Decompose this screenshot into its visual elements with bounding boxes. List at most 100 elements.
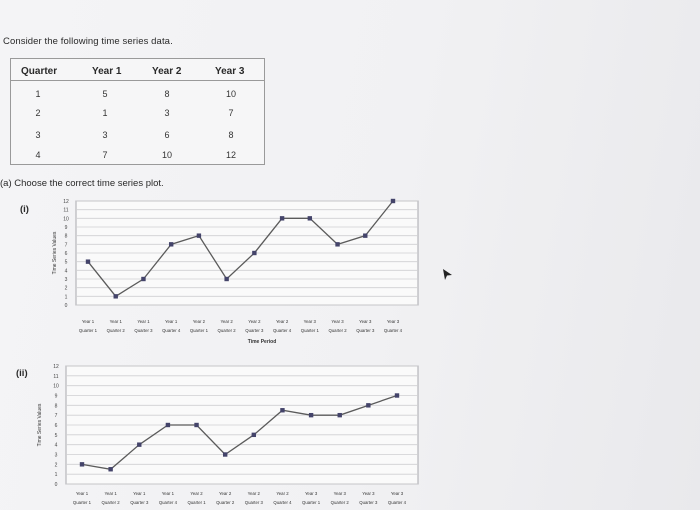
table-cell: 6 — [164, 130, 170, 140]
x-tick-quarter-label: Quarter 4 — [159, 500, 178, 505]
x-tick-year-label: Year 3 — [391, 491, 404, 496]
data-point — [390, 198, 396, 204]
x-tick-quarter-label: Quarter 3 — [134, 328, 153, 333]
table-cell: 3 — [164, 108, 170, 118]
table-cell: 12 — [225, 150, 236, 160]
x-tick-quarter-label: Quarter 2 — [218, 328, 237, 333]
data-point — [366, 403, 371, 408]
y-tick-label: 8 — [65, 234, 68, 240]
y-tick-label: 5 — [55, 433, 58, 439]
option-i-label[interactable]: (i) — [20, 204, 29, 215]
y-tick-label: 5 — [65, 260, 68, 266]
table-cell: 1 — [35, 89, 41, 99]
data-point — [307, 216, 313, 221]
x-tick-year-label: Year 2 — [276, 491, 289, 496]
table-header-divider — [11, 80, 264, 81]
table-cell: 7 — [228, 108, 234, 118]
y-axis-label: Time Series Values — [52, 231, 58, 274]
y-tick-label: 4 — [55, 443, 58, 449]
data-point — [363, 233, 368, 238]
y-tick-label: 0 — [65, 303, 68, 309]
data-point — [85, 259, 91, 264]
table-cell: 8 — [164, 89, 170, 99]
y-tick-label: 6 — [65, 251, 68, 257]
data-point — [335, 242, 340, 247]
y-tick-label: 6 — [55, 423, 58, 429]
x-tick-year-label: Year 2 — [248, 491, 261, 496]
data-point — [224, 276, 229, 282]
table-cell: 4 — [35, 150, 41, 160]
data-point — [196, 233, 202, 238]
y-tick-label: 2 — [65, 286, 68, 292]
data-point — [141, 276, 146, 282]
x-tick-quarter-label: Quarter 3 — [356, 328, 375, 333]
x-tick-quarter-label: Quarter 4 — [384, 328, 403, 333]
x-tick-year-label: Year 1 — [133, 491, 146, 496]
x-tick-quarter-label: Quarter 2 — [216, 500, 235, 505]
x-tick-quarter-label: Quarter 4 — [388, 500, 407, 505]
x-tick-quarter-label: Quarter 1 — [79, 328, 98, 333]
x-tick-quarter-label: Quarter 2 — [107, 328, 126, 333]
x-tick-quarter-label: Quarter 1 — [190, 328, 209, 333]
x-tick-quarter-label: Quarter 1 — [187, 500, 206, 505]
table-header-year-2: Year 2 — [152, 66, 182, 77]
data-point — [394, 393, 400, 398]
x-tick-year-label: Year 2 — [248, 319, 261, 324]
x-tick-year-label: Year 2 — [193, 319, 206, 324]
x-tick-year-label: Year 3 — [305, 491, 318, 496]
x-tick-quarter-label: Quarter 3 — [245, 500, 264, 505]
x-tick-year-label: Year 1 — [105, 491, 118, 496]
y-tick-label: 11 — [53, 374, 58, 380]
table-cell: 3 — [102, 130, 108, 140]
x-tick-quarter-label: Quarter 3 — [130, 500, 149, 505]
x-tick-year-label: Year 3 — [387, 319, 400, 324]
x-axis-label: Time Period — [248, 339, 277, 345]
y-tick-label: 1 — [55, 472, 58, 478]
x-tick-quarter-label: Quarter 1 — [302, 500, 321, 505]
option-ii-label[interactable]: (ii) — [16, 368, 28, 379]
x-tick-year-label: Year 3 — [331, 319, 344, 324]
x-tick-year-label: Year 2 — [276, 319, 289, 324]
data-point — [137, 442, 142, 447]
data-point — [308, 412, 314, 418]
y-tick-label: 10 — [63, 216, 69, 222]
y-tick-label: 3 — [65, 277, 68, 283]
data-point — [108, 467, 113, 472]
x-tick-year-label: Year 3 — [304, 319, 317, 324]
x-tick-year-label: Year 2 — [190, 491, 203, 496]
data-point — [337, 412, 342, 418]
data-point — [222, 452, 228, 457]
y-tick-label: 12 — [63, 199, 69, 205]
x-tick-quarter-label: Quarter 1 — [301, 328, 320, 333]
mouse-cursor-icon — [443, 269, 452, 280]
x-tick-quarter-label: Quarter 4 — [273, 500, 292, 505]
table-cell: 3 — [35, 130, 41, 140]
table-cell: 7 — [102, 150, 108, 160]
data-point — [165, 422, 171, 428]
data-point — [194, 422, 199, 428]
question-prompt: (a) Choose the correct time series plot. — [0, 178, 164, 189]
x-tick-year-label: Year 2 — [221, 319, 234, 324]
y-tick-label: 4 — [65, 268, 68, 274]
x-tick-quarter-label: Quarter 1 — [73, 500, 92, 505]
data-point — [280, 408, 285, 413]
table-header-year-1: Year 1 — [92, 66, 122, 77]
y-tick-label: 2 — [55, 462, 58, 468]
y-axis-label: Time Series Values — [37, 403, 43, 446]
x-tick-quarter-label: Quarter 4 — [162, 328, 181, 333]
time-series-table: Quarter Year 1 Year 2 Year 3 1 5 8 10 2 … — [10, 58, 265, 165]
y-tick-label: 0 — [55, 482, 58, 488]
table-cell: 5 — [102, 89, 108, 99]
data-point — [168, 242, 174, 247]
data-point — [251, 432, 257, 438]
table-header-quarter: Quarter — [21, 66, 58, 77]
table-cell: 8 — [228, 130, 234, 140]
x-tick-year-label: Year 1 — [165, 319, 178, 324]
question-intro-text: Consider the following time series data. — [3, 36, 173, 47]
x-tick-year-label: Year 3 — [359, 319, 372, 324]
x-tick-year-label: Year 1 — [82, 319, 95, 324]
table-cell: 10 — [161, 150, 172, 160]
series-line — [87, 200, 394, 298]
